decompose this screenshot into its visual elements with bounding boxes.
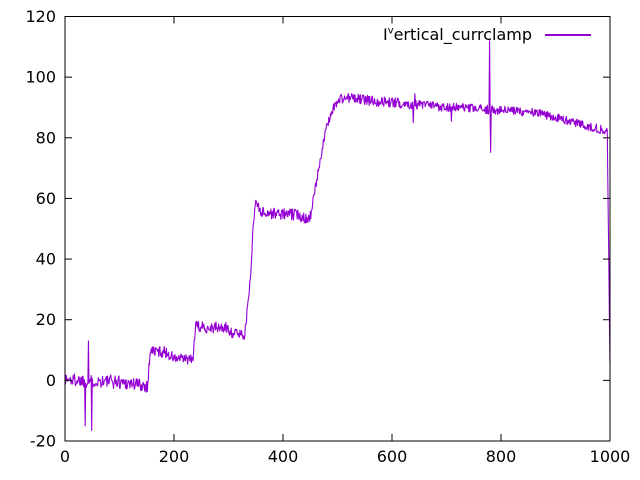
y-tick-label: 20 [36, 310, 56, 329]
y-tick-label: 40 [36, 250, 56, 269]
y-tick-label: 0 [46, 371, 56, 390]
y-tick-label: 80 [36, 128, 56, 147]
x-tick-label: 800 [486, 447, 517, 466]
x-tick-label: 1000 [590, 447, 631, 466]
y-tick-label: 60 [36, 189, 56, 208]
series-line [64, 40, 611, 431]
y-tick-label: 120 [25, 7, 56, 26]
x-tick-label: 600 [377, 447, 408, 466]
x-tick-label: 400 [268, 447, 299, 466]
legend-line-sample-icon [545, 33, 591, 36]
legend-label-rest: ertical_currclamp [393, 25, 532, 44]
legend: Ivertical_currclamp [383, 25, 591, 44]
legend-label-superscript: v [387, 25, 394, 37]
y-tick-label: 100 [25, 68, 56, 87]
x-tick-label: 0 [60, 447, 70, 466]
legend-label-prefix: I [382, 25, 388, 44]
legend-label: Ivertical_currclamp [383, 25, 532, 44]
x-tick-label: 200 [159, 447, 190, 466]
y-tick-label: -20 [30, 432, 56, 451]
plot-frame [64, 16, 611, 442]
